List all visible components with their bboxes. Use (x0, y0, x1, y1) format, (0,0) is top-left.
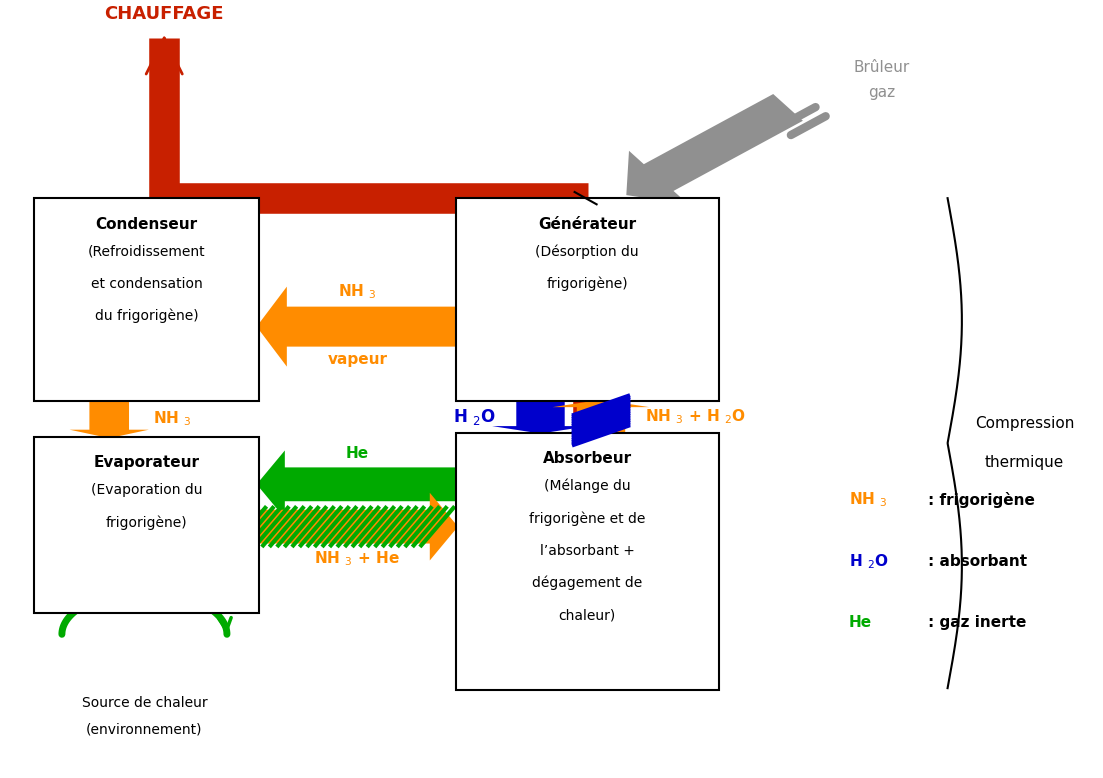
FancyBboxPatch shape (456, 433, 719, 689)
Polygon shape (69, 400, 149, 438)
Text: NH $_{3}$: NH $_{3}$ (338, 282, 376, 301)
Polygon shape (257, 450, 458, 518)
Text: (Mélange du: (Mélange du (544, 479, 631, 493)
Text: (Evaporation du: (Evaporation du (90, 483, 202, 497)
Text: vapeur: vapeur (328, 352, 387, 367)
Text: NH $_{3}$: NH $_{3}$ (153, 409, 192, 428)
Text: l’absorbant +: l’absorbant + (539, 544, 634, 558)
Text: H $_{2}$O: H $_{2}$O (848, 552, 888, 570)
FancyBboxPatch shape (34, 436, 259, 613)
Text: Condenseur: Condenseur (96, 216, 197, 232)
Text: : gaz inerte: : gaz inerte (928, 615, 1026, 630)
Text: NH $_{3}$: NH $_{3}$ (848, 490, 887, 509)
Polygon shape (627, 94, 803, 205)
Polygon shape (492, 400, 589, 433)
Text: Source de chaleur: Source de chaleur (82, 696, 207, 710)
Text: He: He (848, 615, 871, 630)
Text: (Refroidissement: (Refroidissement (88, 244, 205, 258)
Text: (Désorption du: (Désorption du (535, 244, 639, 259)
Text: NH $_{3}$ + He: NH $_{3}$ + He (314, 550, 400, 569)
Text: H $_{2}$O: H $_{2}$O (453, 407, 496, 426)
Text: Absorbeur: Absorbeur (543, 451, 632, 466)
Text: CHAUFFAGE: CHAUFFAGE (105, 5, 224, 23)
Text: NH $_{3}$ + H $_{2}$O: NH $_{3}$ + H $_{2}$O (645, 407, 746, 426)
Text: : frigorigène: : frigorigène (928, 492, 1035, 508)
Text: Générateur: Générateur (538, 216, 636, 232)
Text: gaz: gaz (868, 85, 896, 100)
Text: et condensation: et condensation (90, 277, 203, 291)
Text: frigorigène et de: frigorigène et de (529, 511, 645, 526)
Polygon shape (553, 400, 650, 433)
Text: chaleur): chaleur) (558, 608, 615, 622)
Text: thermique: thermique (985, 455, 1064, 470)
Text: He: He (345, 447, 368, 461)
Text: du frigorigène): du frigorigène) (95, 309, 199, 324)
Text: Evaporateur: Evaporateur (94, 455, 200, 470)
Text: dégagement de: dégagement de (532, 576, 642, 591)
Text: : absorbant: : absorbant (928, 554, 1027, 569)
Text: Compression: Compression (975, 416, 1074, 432)
Polygon shape (257, 492, 458, 560)
Text: frigorigène): frigorigène) (546, 277, 628, 291)
FancyBboxPatch shape (34, 198, 259, 401)
Polygon shape (257, 286, 458, 366)
Text: (environnement): (environnement) (86, 723, 203, 737)
FancyBboxPatch shape (456, 198, 719, 401)
Text: Brûleur: Brûleur (854, 60, 910, 75)
Text: frigorigène): frigorigène) (106, 515, 188, 530)
